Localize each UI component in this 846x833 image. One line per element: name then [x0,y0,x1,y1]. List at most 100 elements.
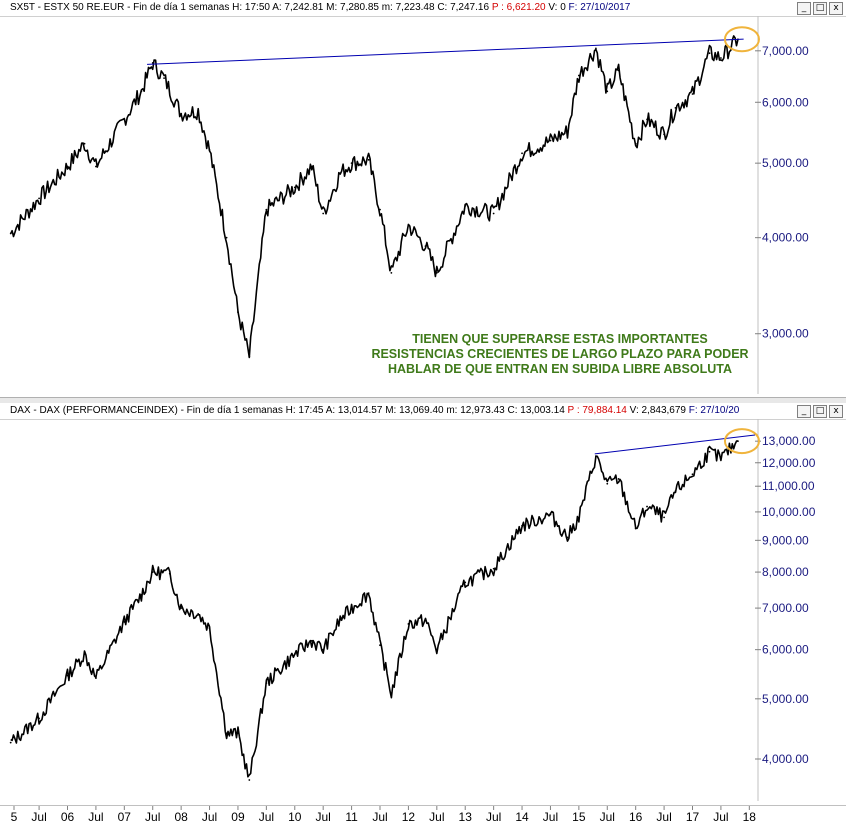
top-data-point [208,149,211,151]
bottom-data-point [95,677,97,679]
bottom-c-value: C: 13,003.14 [507,405,565,416]
top-data-point [248,355,251,358]
top-data-point [66,165,69,168]
bottom-close-button[interactable]: x [829,405,843,418]
top-data-point [634,142,637,145]
bottom-data-point [407,623,410,625]
top-minimize-button[interactable]: _ [797,2,811,15]
bottom-data-point [663,516,665,519]
top-data-point [617,69,620,72]
bottom-data-point [180,607,183,609]
bottom-data-point [339,619,342,621]
top-data-point [549,139,552,142]
bottom-p-value: P : 79,884.14 [567,405,627,416]
annotation-line-3: HABLAR DE QUE ENTRAN EN SUBIDA LIBRE ABS… [388,362,732,376]
top-data-point [390,271,393,274]
bottom-data-point [322,648,325,651]
time-axis-label: Jul [600,810,615,824]
bottom-data-point [521,524,523,527]
time-axis-label: Jul [429,810,444,824]
top-data-point [293,186,296,189]
bottom-data-point [225,732,228,735]
bottom-data-point [151,571,154,573]
bottom-minimize-button[interactable]: _ [797,405,811,418]
bottom-data-point [38,717,40,720]
top-v-value: V: 0 [548,2,566,13]
bottom-data-point [379,644,381,647]
time-axis-label: 06 [61,810,75,824]
bottom-y-tick-label: 4,000.00 [762,752,809,766]
time-axis-label: Jul [202,810,217,824]
bottom-data-point [424,619,427,621]
bottom-ticker: DAX - DAX (PERFORMANCEINDEX) - Fin de dí… [10,405,283,416]
time-axis-label: 10 [288,810,302,824]
bottom-y-tick-label: 6,000.00 [762,643,809,657]
time-axis-label: Jul [259,810,274,824]
bottom-data-point [350,607,353,609]
top-data-point [310,165,313,168]
top-data-point [237,311,239,314]
bottom-min-value: m: 12,973.43 [446,405,505,416]
time-axis-label: Jul [543,810,558,824]
time-axis-label: 09 [231,810,245,824]
top-data-point [663,133,665,136]
top-data-point [151,62,154,64]
bottom-data-point [197,613,200,615]
top-close-button[interactable]: x [829,2,843,15]
top-data-point [339,172,342,175]
time-axis-label: Jul [713,810,728,824]
top-data-point [407,224,410,227]
bottom-data-point [123,621,126,623]
top-maximize-button[interactable]: □ [813,2,827,15]
time-axis-label: 11 [345,810,358,824]
top-data-point [140,90,143,93]
bottom-data-point [248,779,251,781]
top-data-point [577,74,580,77]
top-data-point [180,112,183,115]
top-data-point [123,118,126,121]
bottom-data-point [83,653,86,656]
top-y-tick-label: 7,000.00 [762,44,809,58]
bottom-y-tick-label: 12,000.00 [762,456,816,470]
top-price-series [9,35,739,359]
bottom-y-tick-label: 7,000.00 [762,601,809,615]
top-data-point [464,204,467,207]
time-axis-label: 17 [686,810,700,824]
bottom-maximize-button[interactable]: □ [813,405,827,418]
top-resistance-trendline [147,38,744,65]
bottom-data-point [464,581,467,584]
top-data-point [521,152,523,155]
top-y-tick-label: 6,000.00 [762,95,809,109]
top-data-point [606,90,609,93]
bottom-data-point [140,594,143,596]
top-data-point [197,109,200,112]
time-axis: 5 Jul 06 Jul 07 Jul 08 Jul 09 Jul 10 Jul 11 Jul 12 Jul 1… [0,805,846,828]
bottom-chart-header: DAX - DAX (PERFORMANCEINDEX) - Fin de dí… [0,403,846,420]
bottom-data-point [168,572,171,575]
bottom-m-value: M: 13,069.40 [385,405,444,416]
bottom-data-point [492,567,495,570]
top-min-value: m: 7,223.48 [381,2,435,13]
top-data-point [225,236,228,239]
time-axis-labels: 5 Jul 06 Jul 07 Jul 08 Jul 09 Jul 10 Jul 11 Jul 12 Jul 1… [11,806,756,824]
top-data-point [720,57,722,59]
time-axis-label: 15 [572,810,586,824]
top-highlight-circle [723,26,760,53]
top-chart-header: SX5T - ESTX 50 RE.EUR - Fin de día 1 sem… [0,0,846,17]
bottom-data-point [646,505,648,508]
top-data-point [9,232,12,235]
top-data-point [265,208,268,211]
bottom-data-point [9,741,12,744]
bottom-y-tick-label: 10,000.00 [762,505,816,519]
bottom-data-point [435,648,438,651]
time-axis-label: Jul [656,810,671,824]
time-axis-label: 16 [629,810,643,824]
top-chart-panel: SX5T - ESTX 50 RE.EUR - Fin de día 1 sem… [0,0,846,397]
bottom-data-point [390,692,393,695]
bottom-data-point [549,513,552,516]
bottom-data-point [737,440,739,443]
top-data-point [492,212,495,215]
time-axis-label: Jul [316,810,331,824]
top-ticker: SX5T - ESTX 50 RE.EUR - Fin de día 1 sem… [10,2,230,13]
top-y-tick-label: 5,000.00 [762,156,809,170]
